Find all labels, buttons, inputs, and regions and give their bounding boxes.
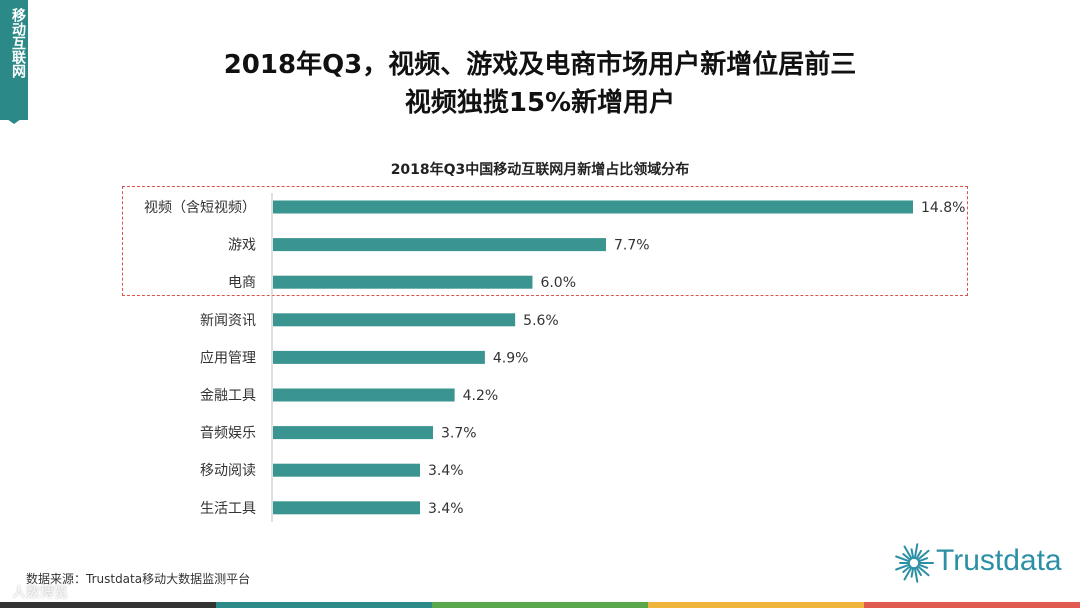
category-label: 新闻资讯 <box>200 313 256 329</box>
watermark-text: 人数博览 <box>12 585 68 601</box>
logo-ray <box>895 563 911 571</box>
bar <box>273 350 485 364</box>
value-label: 3.7% <box>441 426 477 442</box>
footer-segment <box>0 602 216 608</box>
footer-segment <box>864 602 1080 608</box>
trustdata-logo: Trustdata <box>892 536 1072 590</box>
bar <box>273 463 421 477</box>
logo-ray <box>917 563 929 569</box>
section-tab-label: 移动互联网 <box>10 8 26 78</box>
category-label: 移动阅读 <box>200 462 256 479</box>
category-label: 音频娱乐 <box>200 425 256 442</box>
value-label: 4.2% <box>463 388 499 404</box>
headline-line-1: 2018年Q3，视频、游戏及电商市场用户新增位居前三 <box>223 50 857 80</box>
top-three-highlight-box <box>122 186 968 296</box>
bar <box>273 501 421 515</box>
data-source-note: 数据来源：Trustdata移动大数据监测平台 <box>26 572 251 586</box>
value-label: 4.9% <box>493 350 529 366</box>
category-label: 应用管理 <box>200 349 256 366</box>
bar <box>273 388 455 402</box>
bar <box>273 200 913 214</box>
section-tab: 移动互联网 <box>0 0 28 120</box>
value-label: 7.7% <box>614 238 650 254</box>
logo-ray <box>902 565 912 573</box>
value-label: 3.4% <box>428 501 464 517</box>
value-label: 5.6% <box>523 313 559 329</box>
bar <box>273 275 533 289</box>
logo-ray <box>915 549 922 560</box>
bar <box>273 238 606 252</box>
logo-ray <box>913 543 919 560</box>
page-headline: 2018年Q3，视频、游戏及电商市场用户新增位居前三 视频独揽15%新增用户 <box>0 46 1080 122</box>
value-label: 14.8% <box>921 200 965 216</box>
headline-line-2: 视频独揽15%新增用户 <box>404 88 676 118</box>
category-label: 生活工具 <box>200 501 256 517</box>
logo-ray <box>895 555 911 563</box>
category-label: 金融工具 <box>200 388 256 404</box>
footer-segment <box>432 602 648 608</box>
sunburst-logo-icon <box>895 543 934 583</box>
logo-ray <box>903 545 913 560</box>
chart-title: 2018年Q3中国移动互联网月新增占比领域分布 <box>390 162 690 178</box>
logo-wordmark: Trustdata <box>936 544 1062 577</box>
category-label: 视频（含短视频） <box>144 200 256 216</box>
bar <box>273 426 433 440</box>
footer-color-bar <box>0 602 1080 608</box>
logo-ray <box>910 548 915 560</box>
logo-ray <box>915 566 922 577</box>
logo-ray <box>917 557 929 563</box>
value-label: 6.0% <box>540 275 576 291</box>
logo-ray <box>902 553 912 561</box>
logo-ray <box>916 565 930 577</box>
category-label: 电商 <box>228 275 256 291</box>
logo-ray <box>916 549 930 561</box>
logo-ray <box>903 566 913 581</box>
footer-segment <box>648 602 864 608</box>
bar <box>273 313 516 327</box>
footer-segment <box>216 602 432 608</box>
value-label: 3.4% <box>428 463 464 479</box>
logo-ray <box>910 566 915 578</box>
logo-ray <box>913 566 919 583</box>
category-label: 游戏 <box>228 238 256 254</box>
section-tab-notch <box>0 114 28 124</box>
